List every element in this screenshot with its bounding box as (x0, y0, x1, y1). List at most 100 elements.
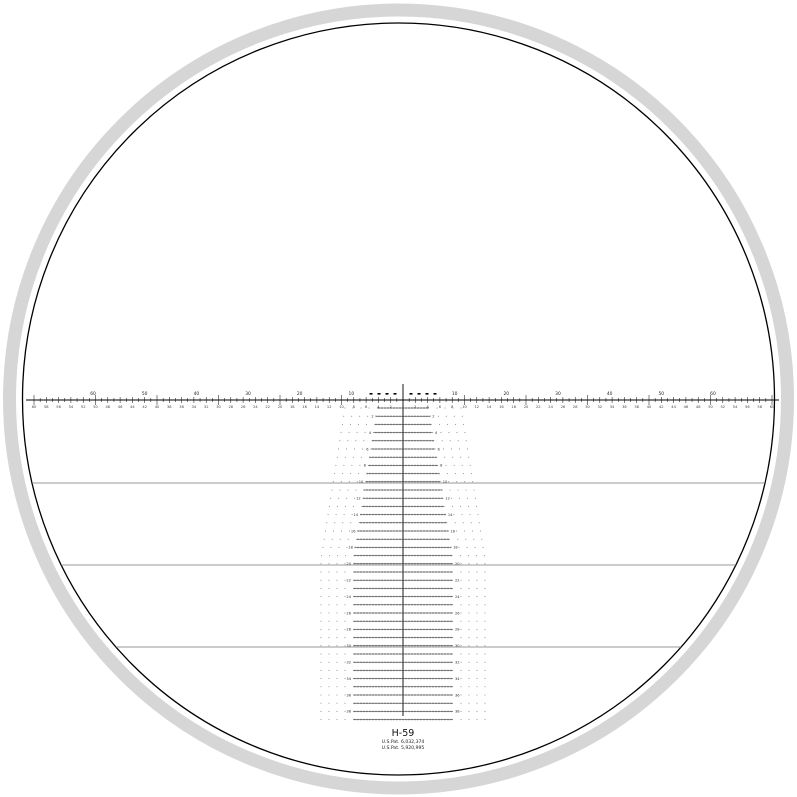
h-tick-label: 4 (377, 405, 380, 409)
grid-dot (338, 448, 339, 450)
grid-dot (448, 432, 450, 434)
grid-dot (336, 628, 338, 630)
grid-dot (437, 415, 439, 417)
grid-dot (344, 669, 346, 671)
grid-dot (472, 530, 473, 532)
grid-dot (460, 579, 462, 581)
grid-dot (334, 522, 336, 524)
grid-dot (468, 612, 470, 614)
grid-dot (328, 653, 330, 655)
grid-dot (475, 555, 477, 557)
h-major-label: 10 (452, 391, 458, 397)
grid-dot (452, 456, 454, 458)
grid-dot (468, 702, 470, 704)
grid-dot (344, 628, 346, 630)
row-label-right: 30 (455, 644, 460, 648)
grid-dot (476, 661, 478, 663)
grid-dot (332, 481, 334, 483)
grid-dot (457, 489, 459, 491)
grid-dot (484, 702, 486, 704)
grid-dot (443, 448, 444, 450)
h-tick-label: 58 (44, 405, 49, 409)
grid-dot (331, 538, 333, 540)
grid-dot (476, 645, 478, 647)
grid-dot (344, 612, 346, 614)
grid-dot (328, 686, 330, 688)
grid-dot (484, 686, 486, 688)
grid-dot (354, 497, 356, 499)
horizontal-tick-marks (33, 395, 773, 405)
row-label-left: 18 (348, 546, 353, 550)
h-tick-label: 2 (390, 405, 392, 409)
grid-dot (367, 415, 369, 417)
h-tick-label: 38 (634, 405, 639, 409)
grid-dot (320, 702, 322, 704)
grid-dot (320, 637, 322, 639)
grid-dot (463, 423, 465, 425)
grid-dot (328, 710, 330, 712)
h-major-label: 20 (297, 391, 303, 397)
grid-dot (328, 596, 330, 598)
grid-dot (339, 440, 341, 442)
h-major-label: 60 (710, 391, 716, 397)
grid-dot (461, 464, 463, 466)
h-tick-label: 30 (216, 405, 221, 409)
grid-dot (368, 407, 370, 409)
row-label-right: 36 (455, 693, 460, 697)
grid-dot (453, 464, 455, 466)
grid-dot (449, 489, 451, 491)
grid-dot (344, 645, 346, 647)
grid-dot (484, 694, 486, 696)
grid-dot (476, 620, 478, 622)
grid-dot (460, 563, 462, 565)
grid-dot (346, 546, 348, 548)
grid-dot (478, 522, 480, 524)
grid-dot (460, 645, 462, 647)
row-label-right: 8 (440, 464, 443, 468)
grid-dot (320, 719, 322, 721)
row-label-right: 2 (432, 415, 434, 419)
grid-dot (336, 456, 338, 458)
grid-dot (465, 538, 467, 540)
grid-dot (347, 440, 349, 442)
grid-dot (453, 415, 455, 417)
grid-dot (346, 448, 347, 450)
h-major-label: 40 (194, 391, 200, 397)
row-label-left: 30 (346, 644, 351, 648)
h-tick-label: 24 (548, 405, 553, 409)
patent-2: U.S.Pat. 5,920,995 (382, 745, 425, 751)
h-tick-label: 18 (511, 405, 516, 409)
h-tick-label: 44 (130, 405, 135, 409)
grid-dot (340, 432, 342, 434)
grid-dot (484, 571, 486, 573)
grid-dot (355, 440, 357, 442)
windage-marker (417, 393, 421, 395)
h-tick-label: 22 (536, 405, 541, 409)
h-tick-label: 2 (414, 405, 416, 409)
row-label-left: 24 (346, 595, 351, 599)
grid-dot (320, 596, 322, 598)
grid-dot (342, 522, 344, 524)
h-major-label: 50 (142, 391, 148, 397)
grid-dot (328, 669, 330, 671)
grid-dot (468, 694, 470, 696)
grid-dot (341, 530, 342, 532)
grid-dot (329, 555, 331, 557)
grid-dot (325, 530, 326, 532)
grid-dot (336, 604, 338, 606)
grid-dot (328, 645, 330, 647)
field-of-view-circle (21, 22, 776, 776)
row-label-left: 38 (346, 710, 351, 714)
grid-dot (484, 620, 486, 622)
windage-marker (409, 393, 413, 395)
row-label-right: 18 (453, 546, 458, 550)
row-label-left: 6 (366, 447, 369, 451)
grid-dot (320, 579, 322, 581)
grid-dot (359, 415, 361, 417)
windage-marker (385, 393, 389, 395)
grid-dot (328, 604, 330, 606)
grid-dot (330, 497, 332, 499)
grid-dot (358, 473, 360, 475)
h-tick-label: 12 (475, 405, 480, 409)
